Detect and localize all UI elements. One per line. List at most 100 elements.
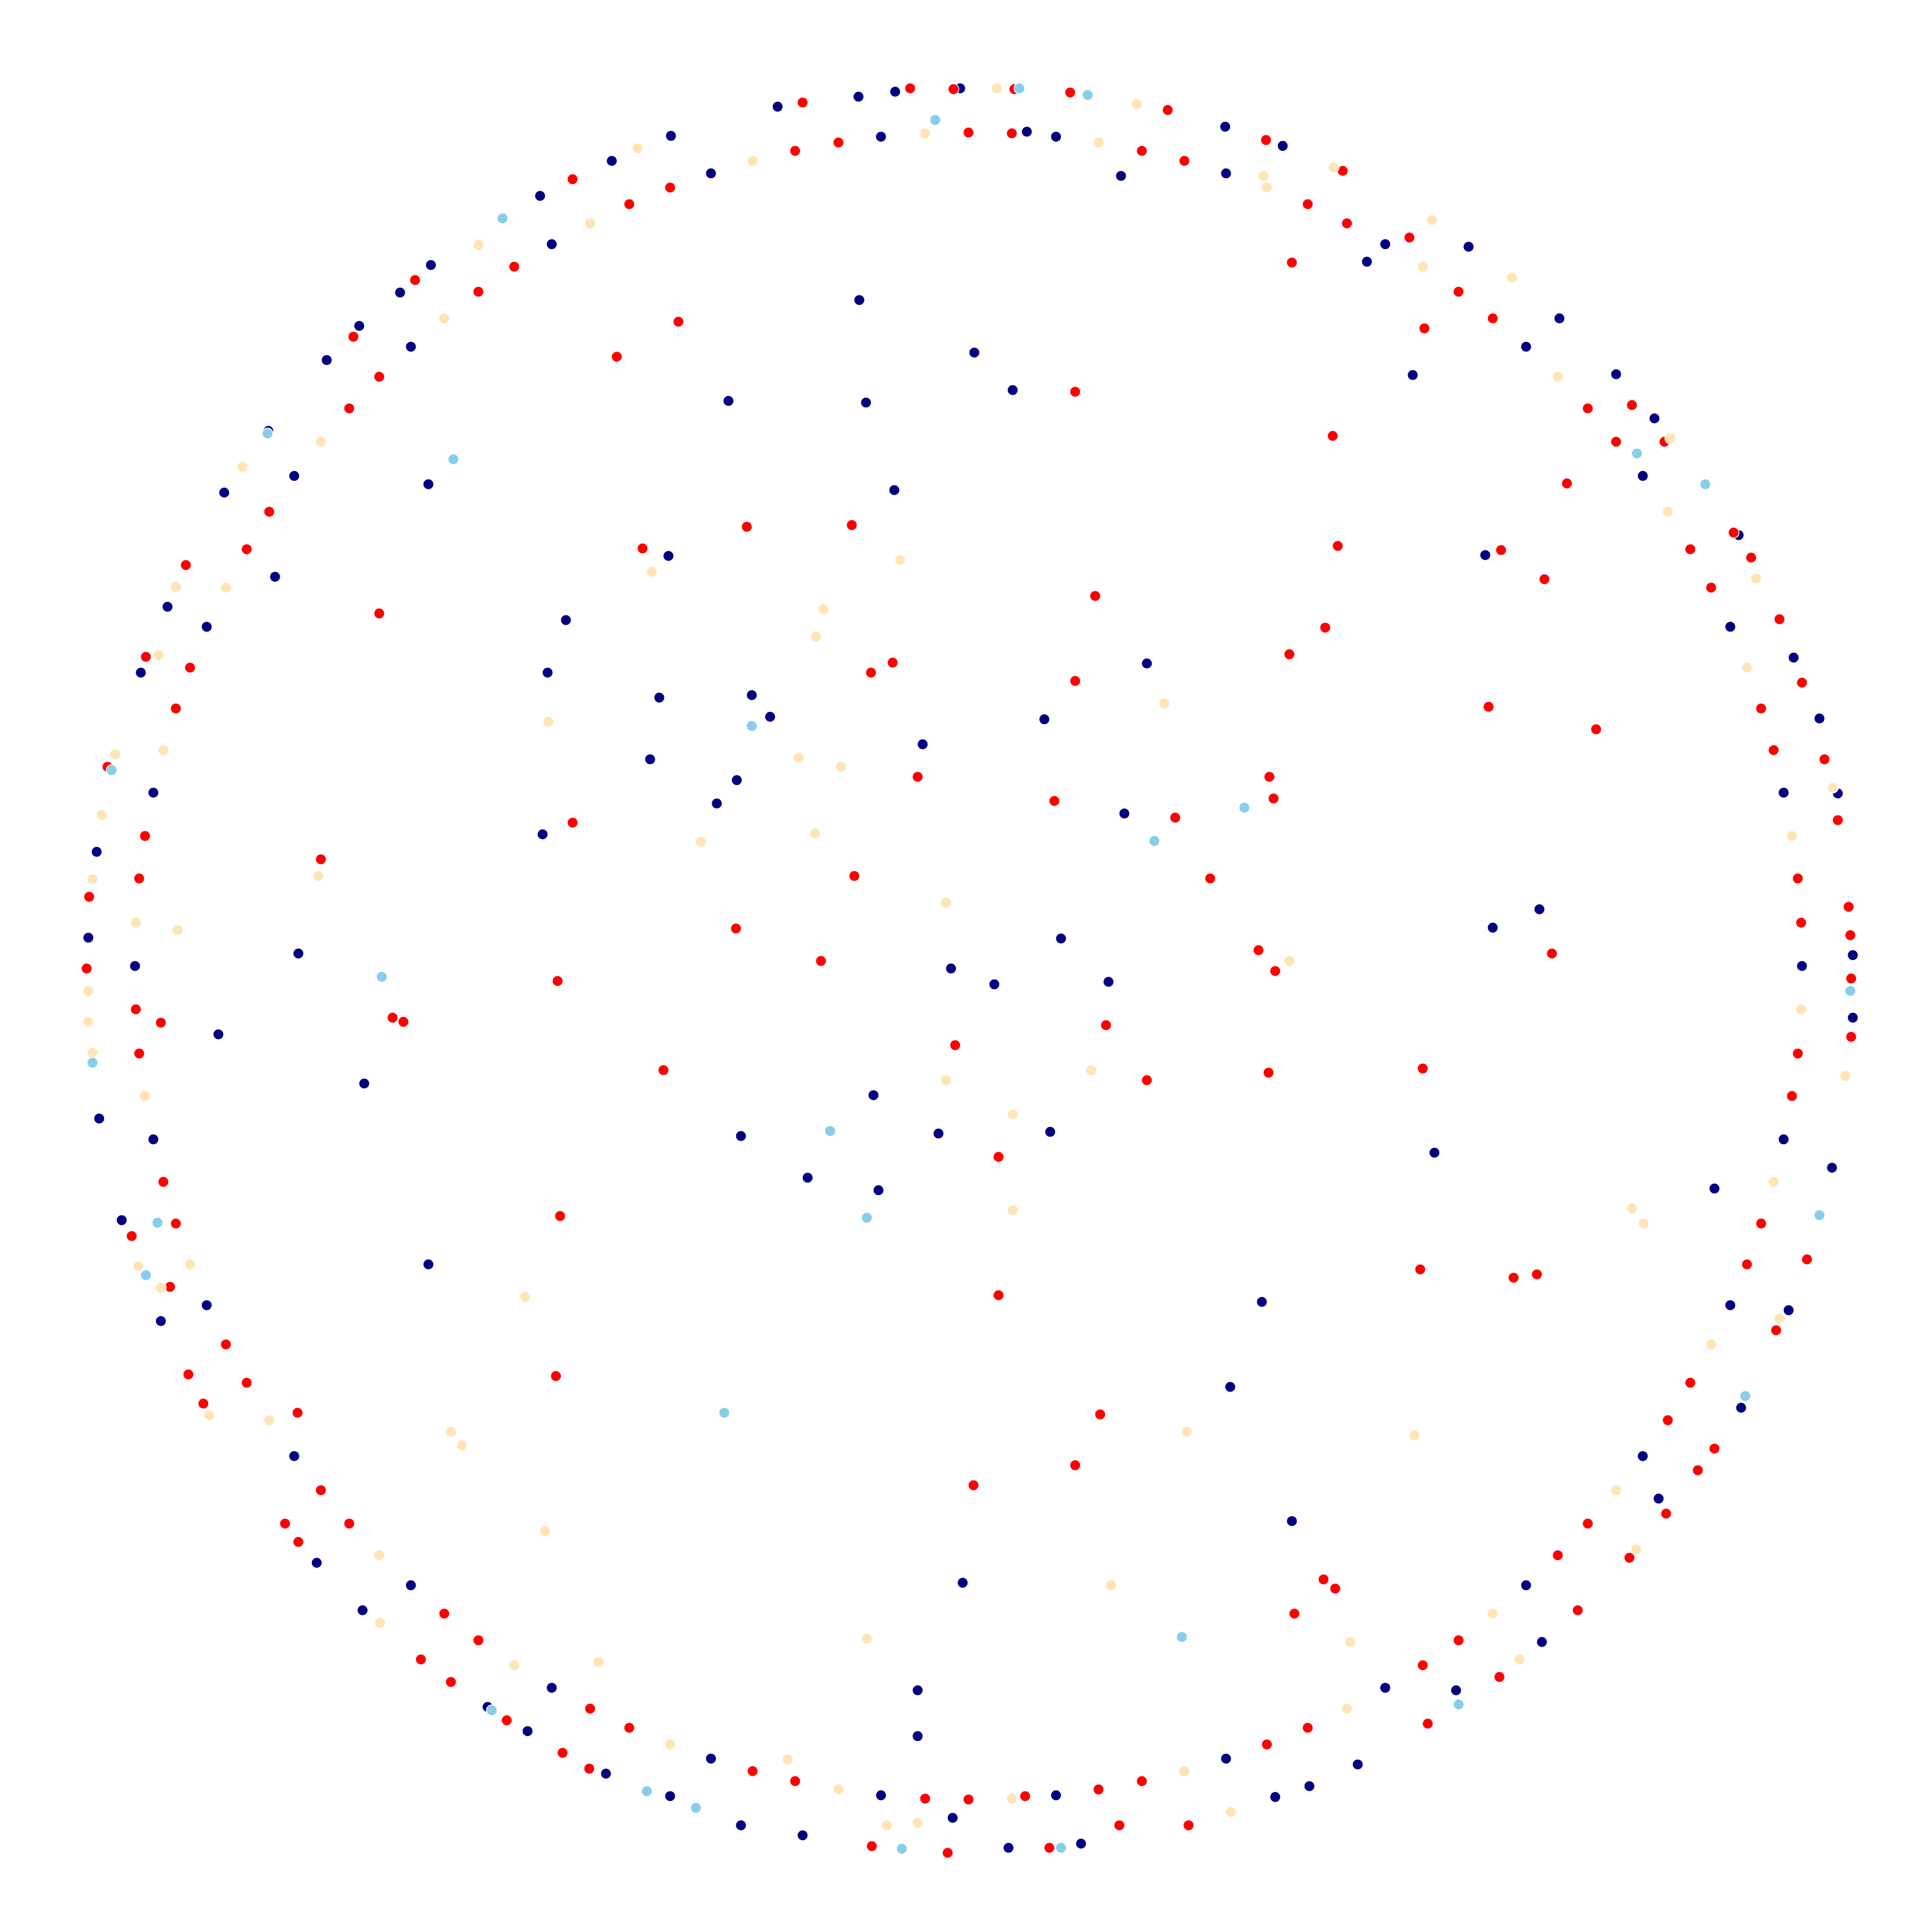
point (152, 649, 164, 661)
point (764, 711, 776, 723)
point (1269, 965, 1281, 977)
point (1453, 1699, 1465, 1710)
point (1826, 1162, 1838, 1174)
point (374, 1617, 386, 1629)
point (1426, 214, 1438, 226)
point (1328, 162, 1340, 173)
point (957, 1577, 969, 1589)
point (115, 1214, 128, 1226)
point (126, 1230, 138, 1242)
point (873, 1184, 884, 1196)
point (554, 1210, 566, 1222)
point (817, 603, 830, 616)
point (438, 1607, 450, 1620)
point (718, 1407, 730, 1419)
point (1783, 1304, 1795, 1316)
point (1699, 478, 1711, 491)
point (539, 1525, 551, 1537)
point (394, 287, 406, 298)
point (1331, 540, 1344, 552)
point (1407, 369, 1419, 381)
point (140, 1269, 152, 1281)
point (501, 1714, 513, 1726)
point (741, 521, 753, 533)
point (1813, 1209, 1826, 1221)
point (796, 97, 809, 108)
point (1224, 1381, 1236, 1393)
point (1048, 795, 1060, 807)
point (1724, 621, 1736, 633)
point (1319, 621, 1331, 634)
point (1786, 830, 1798, 842)
point (1788, 652, 1799, 664)
point (172, 924, 184, 936)
point (735, 1819, 747, 1831)
point (1115, 170, 1127, 182)
point (261, 427, 274, 440)
point (962, 1794, 975, 1805)
point (1513, 1653, 1525, 1665)
point (129, 960, 141, 972)
point (240, 543, 253, 555)
point (1483, 701, 1495, 713)
point (824, 1125, 836, 1137)
point (781, 1753, 794, 1766)
point (735, 1130, 747, 1142)
point (1506, 272, 1518, 283)
point (1238, 802, 1250, 814)
point (919, 1792, 931, 1805)
point (1094, 1408, 1106, 1421)
point (1479, 549, 1491, 561)
point (546, 238, 558, 250)
point (664, 181, 676, 194)
point (445, 1676, 457, 1688)
point (940, 1074, 952, 1086)
point (875, 130, 887, 143)
point (1724, 1299, 1736, 1311)
point (1630, 1543, 1642, 1555)
point (1102, 976, 1115, 988)
point (496, 213, 509, 224)
point (989, 978, 1000, 990)
point (197, 1397, 209, 1410)
point (789, 1775, 801, 1787)
point (546, 1682, 558, 1694)
point (1422, 1717, 1434, 1730)
point (1520, 1579, 1532, 1591)
point (82, 932, 94, 943)
point (397, 1016, 409, 1028)
point (1148, 835, 1160, 847)
point (809, 828, 821, 839)
point (1220, 167, 1232, 179)
point (1845, 985, 1856, 997)
point (1253, 944, 1264, 956)
point (665, 130, 677, 142)
point (1069, 675, 1081, 687)
point (584, 217, 596, 229)
point (96, 809, 108, 821)
point (1182, 1819, 1195, 1831)
point (929, 114, 941, 126)
point (1414, 1263, 1426, 1276)
point (919, 127, 931, 140)
point (932, 1128, 945, 1139)
point (1845, 1031, 1857, 1043)
point (445, 1426, 457, 1438)
point (1007, 384, 1019, 396)
point (746, 689, 758, 701)
point (1801, 1253, 1813, 1265)
point (1487, 921, 1499, 934)
point (1260, 134, 1272, 146)
point (1623, 1552, 1635, 1564)
point (1007, 1204, 1019, 1216)
point (86, 1046, 99, 1059)
point (1590, 723, 1602, 735)
point (1660, 1507, 1672, 1520)
point (1429, 1147, 1440, 1159)
point (220, 1338, 232, 1350)
point (140, 651, 152, 663)
point (1257, 170, 1270, 182)
point (315, 853, 327, 865)
point (291, 1407, 304, 1419)
point (1705, 1338, 1717, 1350)
